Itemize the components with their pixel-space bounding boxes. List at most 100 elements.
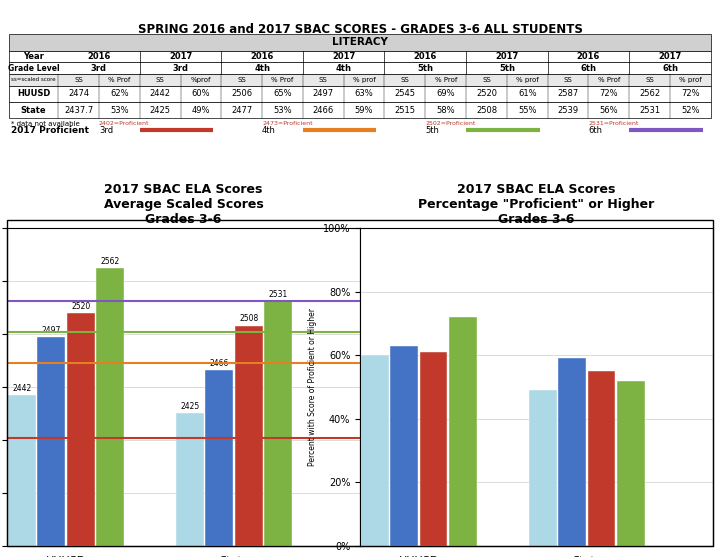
Y-axis label: Percent with Score of Proficient or Higher: Percent with Score of Proficient or High… [308,308,318,466]
Text: 2425: 2425 [150,106,171,115]
Text: 2587: 2587 [557,89,579,98]
Text: SS: SS [238,77,246,83]
Text: 3rd: 3rd [91,63,107,72]
Text: 2017: 2017 [658,52,682,61]
Bar [420,352,447,546]
Text: % Prof: % Prof [108,77,130,83]
Text: 2545: 2545 [395,89,415,98]
Text: 2016: 2016 [87,52,111,61]
Text: 3rd: 3rd [173,63,189,72]
Text: SPRING 2016 and 2017 SBAC SCORES - GRADES 3-6 ALL STUDENTS: SPRING 2016 and 2017 SBAC SCORES - GRADE… [138,23,582,36]
Text: * data not available: * data not available [11,121,80,126]
Text: 3rd: 3rd [99,125,113,134]
Bar [96,268,124,546]
Text: 2520: 2520 [71,302,90,311]
Text: 62%: 62% [110,89,129,98]
Bar [558,358,586,546]
Text: % Prof: % Prof [598,77,620,83]
Text: 2437.7: 2437.7 [64,106,93,115]
Text: SS: SS [645,77,654,83]
Text: SS: SS [319,77,328,83]
Text: % prof: % prof [353,77,375,83]
Text: 2017: 2017 [495,52,518,61]
Text: 56%: 56% [600,106,618,115]
Bar [8,395,36,546]
Bar [9,86,711,102]
Bar [528,390,557,546]
Bar [9,34,711,51]
Text: %prof: %prof [191,77,211,83]
Title: 2017 SBAC ELA Scores
Average Scaled Scores
Grades 3-6: 2017 SBAC ELA Scores Average Scaled Scor… [104,183,264,226]
Bar [37,337,66,546]
Text: 53%: 53% [110,106,129,115]
Bar [361,355,389,546]
Text: 2520: 2520 [476,89,497,98]
Text: 2562: 2562 [639,89,660,98]
Text: ss=scaled score: ss=scaled score [12,77,56,82]
Text: 2466: 2466 [210,359,229,368]
Text: 2531: 2531 [639,106,660,115]
Text: State: State [21,106,47,115]
Text: 2502=Proficient: 2502=Proficient [426,121,476,126]
Text: SS: SS [564,77,572,83]
Text: 2016: 2016 [577,52,600,61]
Text: 5th: 5th [499,63,515,72]
Text: 59%: 59% [355,106,374,115]
Text: % Prof: % Prof [434,77,457,83]
Text: 69%: 69% [436,89,455,98]
Text: 2474: 2474 [68,89,89,98]
Text: 53%: 53% [273,106,292,115]
Text: 2473=Proficient: 2473=Proficient [262,121,312,126]
Text: 2477: 2477 [231,106,252,115]
Text: 65%: 65% [273,89,292,98]
Text: 2539: 2539 [557,106,579,115]
Text: 2508: 2508 [476,106,497,115]
Text: 6th: 6th [662,63,678,72]
Text: 2531: 2531 [269,290,288,299]
Text: 2531=Proficient: 2531=Proficient [588,121,639,126]
Text: HUUSD: HUUSD [17,89,50,98]
Text: 2497: 2497 [42,326,61,335]
Bar [205,370,233,546]
Text: SS: SS [156,77,164,83]
Text: % prof: % prof [516,77,539,83]
Text: 2515: 2515 [395,106,415,115]
Text: 61%: 61% [518,89,536,98]
Bar [617,380,645,546]
Bar [9,62,711,74]
Text: 5th: 5th [418,63,433,72]
Bar [9,102,711,118]
Text: 2562: 2562 [101,257,120,266]
Text: 2016: 2016 [251,52,274,61]
Text: 2466: 2466 [312,106,334,115]
Bar [449,317,477,546]
Text: % prof: % prof [679,77,702,83]
Text: 2017 Proficient: 2017 Proficient [11,125,89,134]
Bar [390,346,418,546]
Bar [264,301,292,546]
Bar [176,413,204,546]
Text: 60%: 60% [192,89,210,98]
Text: 49%: 49% [192,106,210,115]
Text: Grade Level: Grade Level [8,63,60,72]
Text: 2497: 2497 [312,89,334,98]
Text: 2442: 2442 [12,384,32,393]
Text: 5th: 5th [426,125,439,134]
Text: 2508: 2508 [239,315,258,324]
Text: Year: Year [23,52,44,61]
Bar [588,371,616,546]
Text: 2425: 2425 [180,402,199,412]
Text: 4th: 4th [254,63,270,72]
Text: 72%: 72% [600,89,618,98]
Bar [67,313,94,546]
Text: 63%: 63% [355,89,374,98]
Text: 2402=Proficient: 2402=Proficient [99,121,150,126]
Text: 52%: 52% [681,106,700,115]
Bar [9,74,711,86]
Text: LITERACY: LITERACY [332,37,388,47]
Text: 72%: 72% [681,89,700,98]
Text: 6th: 6th [580,63,596,72]
Text: 2506: 2506 [231,89,252,98]
Text: 2016: 2016 [413,52,437,61]
Bar [9,51,711,62]
